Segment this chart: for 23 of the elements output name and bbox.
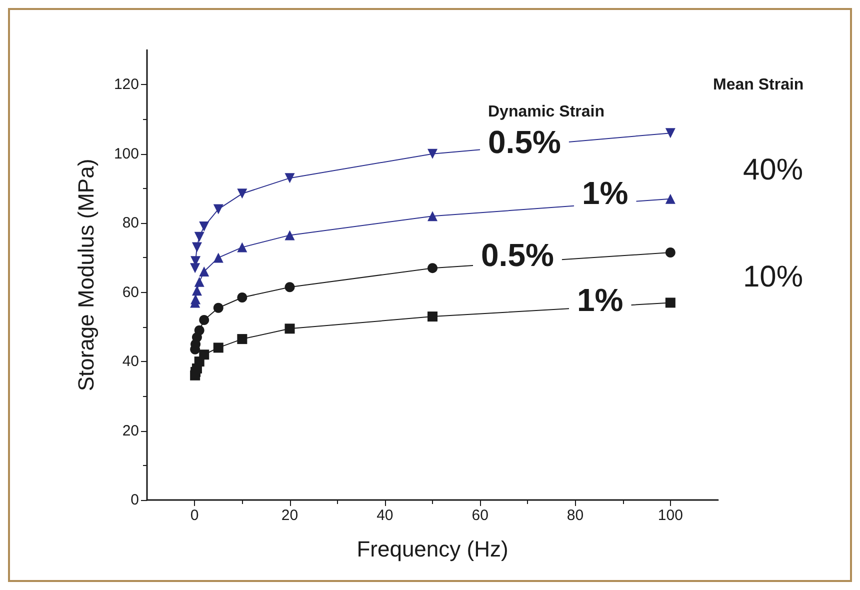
x-tick-label: 80 (566, 507, 584, 524)
x-tick-label: 40 (376, 507, 394, 524)
y-tick-label: 0 (130, 492, 139, 508)
annotation: 1% (582, 175, 628, 211)
y-tick-label: 20 (122, 422, 139, 440)
annotation: 0.5% (488, 124, 561, 160)
x-axis-title: Frequency (Hz) (356, 536, 508, 562)
y-tick-label: 120 (114, 76, 139, 94)
annotation: 0.5% (481, 237, 554, 273)
x-tick-label: 0 (190, 507, 199, 524)
text: 40% (743, 154, 804, 186)
y-axis-title: Storage Modulus (MPa) (74, 158, 98, 392)
x-tick-label: 100 (658, 507, 683, 524)
annotation: Mean Strain (713, 76, 804, 94)
y-tick-label: 100 (114, 145, 139, 162)
y-tick-label: 80 (122, 214, 139, 232)
x-tick-label: 20 (281, 507, 298, 524)
y-tick-label: 40 (122, 353, 139, 370)
text: 10% (743, 260, 804, 294)
x-tick-label: 60 (472, 507, 488, 524)
annotation: 1% (577, 282, 624, 318)
annotation: Dynamic Strain (488, 104, 604, 120)
y-tick-label: 60 (122, 284, 139, 301)
